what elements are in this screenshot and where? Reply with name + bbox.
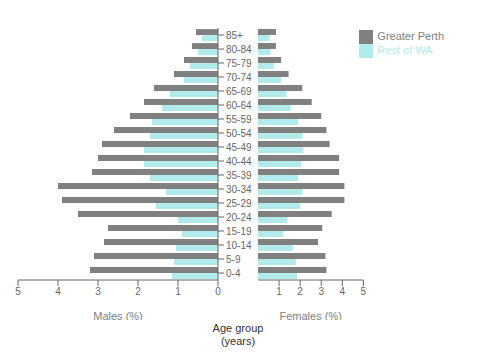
svg-text:10-14: 10-14: [226, 240, 252, 251]
svg-text:0-4: 0-4: [226, 268, 241, 279]
svg-text:40-44: 40-44: [226, 156, 252, 167]
html-text:Age group (years): Age group (years): [212, 322, 264, 347]
svg-text:50-54: 50-54: [226, 128, 252, 139]
svg-text:60-64: 60-64: [226, 100, 252, 111]
svg-text:65-69: 65-69: [226, 86, 252, 97]
svg-text:0: 0: [215, 286, 221, 297]
svg-text:5: 5: [15, 286, 21, 297]
svg-text:20-24: 20-24: [226, 212, 252, 223]
svg-text:55-59: 55-59: [226, 114, 252, 125]
svg-text:4: 4: [55, 286, 61, 297]
svg-text:1: 1: [276, 286, 282, 297]
svg-text:Females (%): Females (%): [280, 310, 342, 320]
svg-text:15-19: 15-19: [226, 226, 252, 237]
html-text:Rest of WA: Rest of WA: [377, 44, 433, 57]
svg-text:80-84: 80-84: [226, 44, 252, 55]
svg-text:70-74: 70-74: [226, 72, 252, 83]
svg-text:3: 3: [95, 286, 101, 297]
svg-text:5-9: 5-9: [226, 254, 241, 265]
svg-text:85+: 85+: [226, 30, 243, 41]
svg-text:5: 5: [361, 286, 367, 297]
svg-text:25-29: 25-29: [226, 198, 252, 209]
svg-text:3: 3: [318, 286, 324, 297]
svg-text:4: 4: [340, 286, 346, 297]
svg-text:45-49: 45-49: [226, 142, 252, 153]
svg-text:30-34: 30-34: [226, 184, 252, 195]
html-text:Greater Perth: Greater Perth: [377, 30, 444, 42]
svg-text:1: 1: [175, 286, 181, 297]
svg-text:2: 2: [135, 286, 141, 297]
svg-text:Males (%): Males (%): [93, 310, 143, 320]
svg-text:35-39: 35-39: [226, 170, 252, 181]
svg-text:75-79: 75-79: [226, 58, 252, 69]
svg-text:2: 2: [297, 286, 303, 297]
